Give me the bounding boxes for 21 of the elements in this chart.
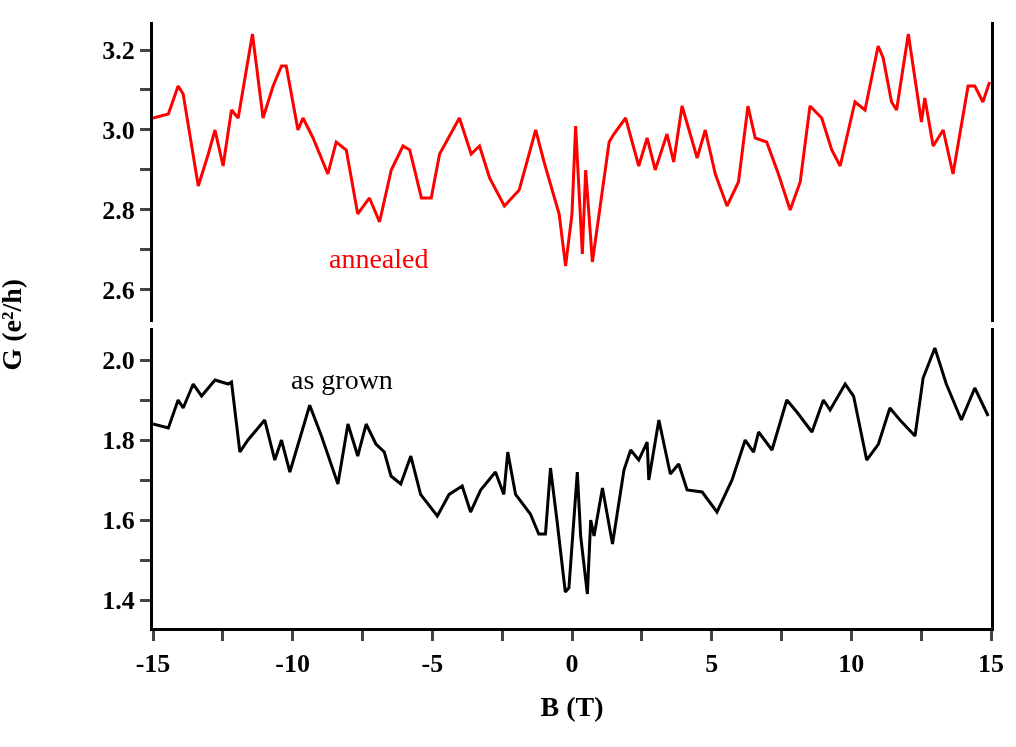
y-tick-label: 1.4: [102, 586, 135, 616]
series-label: as grown: [291, 364, 393, 395]
x-tick-label: 10: [838, 649, 865, 679]
line-series: [153, 32, 991, 268]
x-tick-label: -5: [421, 649, 444, 679]
x-tick-label: -10: [275, 649, 311, 679]
y-tick-label: 3.2: [102, 36, 135, 66]
series-label: annealed: [329, 243, 429, 274]
y-tick-label: 2.8: [102, 196, 135, 226]
y-tick-label: 3.0: [102, 116, 135, 146]
y-tick-label: 1.8: [102, 426, 135, 456]
y-axis-title: G (e²/h): [0, 278, 27, 371]
line-series: [153, 346, 990, 596]
x-tick-label: 15: [978, 649, 1004, 679]
x-tick-label: -15: [135, 649, 171, 679]
y-tick-label: 1.6: [102, 506, 135, 536]
y-tick-label: 2.6: [102, 276, 135, 306]
y-tick-label: 2.0: [102, 346, 135, 376]
x-tick-label: 0: [565, 649, 579, 679]
x-axis-title: B (T): [540, 691, 604, 723]
x-tick-label: 5: [705, 649, 719, 679]
